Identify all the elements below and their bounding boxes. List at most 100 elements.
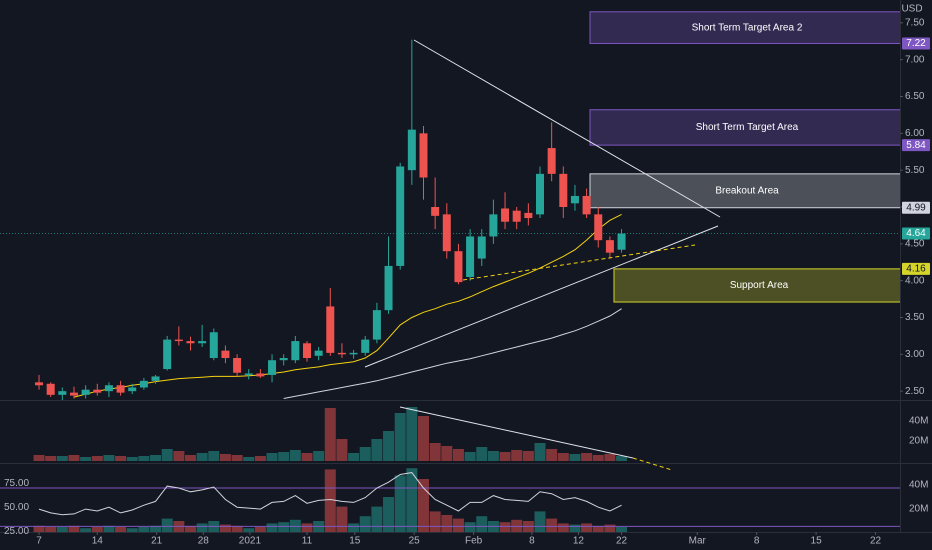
volume-overlay-bar	[278, 522, 290, 532]
volume-overlay-bar	[173, 521, 185, 532]
x-tick-label: 15	[811, 536, 823, 547]
zone-label: Breakout Area	[715, 185, 779, 196]
volume-bar	[546, 449, 558, 461]
volume-overlay-bar	[254, 527, 266, 532]
candle-body	[174, 339, 183, 342]
volume-overlay-bar	[219, 524, 231, 532]
volume-overlay-bar	[499, 522, 511, 532]
axis: 2.503.003.504.004.505.005.506.006.507.00…	[4, 17, 930, 547]
volume-overlay-bar	[91, 527, 103, 532]
x-tick-label: 28	[198, 536, 210, 547]
volume-overlay-bar	[266, 523, 278, 532]
volume-overlay-bar	[56, 527, 68, 532]
volume-overlay-bar	[184, 525, 196, 532]
volume-bar	[394, 413, 406, 461]
rsi-tick-label: 25.00	[4, 526, 29, 537]
volume-bar	[278, 452, 290, 461]
volume-bar	[511, 450, 523, 461]
volume-bar	[173, 451, 185, 461]
volume-overlay-bar	[569, 524, 581, 532]
volume-overlay-bar	[371, 506, 383, 532]
x-tick-label: 8	[529, 536, 535, 547]
volume-bar	[150, 455, 162, 461]
volume-bar	[406, 407, 418, 461]
volume-overlay-bar	[196, 523, 208, 532]
volume-overlay-bar	[313, 521, 325, 532]
drawings	[364, 39, 721, 471]
volume-overlay-bar	[604, 524, 616, 532]
candle-body	[372, 310, 381, 340]
volume-bar	[45, 456, 57, 461]
volume-overlay-bar	[324, 469, 336, 532]
volume-bar	[324, 408, 336, 461]
candle-body	[244, 373, 253, 375]
candle-body	[209, 332, 218, 359]
volume-overlay-bar	[208, 521, 220, 532]
volume-overlay-bar	[243, 528, 255, 532]
volume-bar	[429, 443, 441, 461]
volume-overlay-bar	[417, 479, 429, 532]
volume-overlay-bar	[557, 523, 569, 532]
candle-body	[512, 210, 521, 222]
zone-label: Short Term Target Area	[696, 122, 799, 133]
volume-overlay-bar	[45, 527, 57, 532]
volume-bar	[604, 454, 616, 461]
volume-bar	[581, 453, 593, 461]
price-label-bg	[902, 262, 930, 275]
volume-overlay-bar	[441, 515, 453, 532]
y-tick-label: 7.50	[905, 17, 925, 28]
volume-overlay-bar	[581, 523, 593, 532]
price-label: 7.22	[906, 38, 926, 49]
zone-label: Support Area	[730, 280, 789, 291]
rsi-pane	[0, 468, 900, 532]
volume-trend-line	[399, 406, 634, 459]
volume-bar	[336, 439, 348, 461]
x-tick-label: 11	[302, 536, 313, 547]
volume-overlay-bar	[161, 518, 173, 532]
volume-bar	[371, 439, 383, 461]
candle-body	[605, 240, 614, 253]
volume-overlay-bar	[429, 511, 441, 532]
x-tick-label: 2021	[239, 536, 262, 547]
volume-bar	[616, 456, 628, 461]
volume-overlay-bar	[487, 521, 499, 532]
price-label: 4.16	[906, 264, 926, 275]
volume-tick-label: 20M	[909, 436, 928, 447]
volume-bar	[534, 443, 546, 461]
volume-bar	[103, 455, 115, 461]
candle-body	[93, 389, 102, 393]
trend-line	[413, 39, 721, 218]
candle-body	[477, 236, 486, 259]
volume-bar	[499, 452, 511, 461]
volume-overlay-bar	[126, 528, 138, 532]
volume-bar	[441, 446, 453, 461]
currency: USD	[901, 4, 922, 15]
candle-body	[466, 236, 475, 277]
zone-box	[589, 173, 900, 209]
x-tick-label: 15	[349, 536, 361, 547]
candle-body	[163, 339, 172, 370]
volume-bar	[138, 456, 150, 461]
volume-overlay-bar	[103, 525, 115, 532]
x-tick-label: 25	[409, 536, 421, 547]
candle-body	[361, 339, 370, 353]
price-label: 5.84	[906, 140, 926, 151]
candle-body	[547, 148, 556, 174]
candle-body	[81, 389, 90, 395]
zone-label: Short Term Target Area 2	[692, 22, 803, 33]
volume-bar	[33, 455, 45, 461]
volume-bar	[219, 454, 231, 461]
x-tick-label: Feb	[465, 536, 483, 547]
volume-bar	[196, 453, 208, 461]
candle-body	[326, 306, 335, 353]
candle-body	[431, 206, 440, 216]
candle-body	[46, 383, 55, 395]
volume-overlay-bar	[522, 521, 534, 532]
volume-overlay-bar	[616, 527, 628, 532]
candle-body	[151, 376, 160, 381]
volume-overlay-tick-label: 40M	[909, 480, 928, 491]
volume-bar	[80, 457, 92, 461]
volume-overlay-bar	[138, 527, 150, 532]
volume-tick-label: 40M	[909, 416, 928, 427]
